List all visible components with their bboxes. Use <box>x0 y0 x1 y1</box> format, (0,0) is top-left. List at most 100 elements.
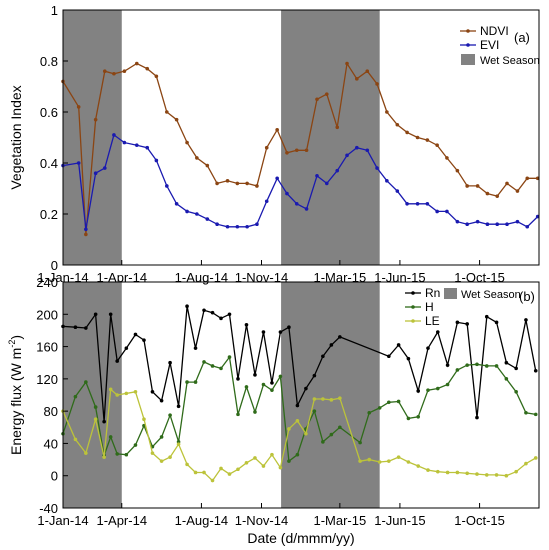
data-point-evi <box>84 227 88 232</box>
data-point-evi <box>195 212 199 216</box>
data-point-h <box>396 399 401 404</box>
data-point-ndvi <box>495 194 500 198</box>
data-point-ndvi <box>375 82 379 86</box>
data-point-le <box>465 471 469 476</box>
panel-label: (b) <box>519 289 535 304</box>
data-point-h <box>159 435 164 439</box>
data-point-evi <box>355 145 359 150</box>
data-point-evi <box>455 219 460 224</box>
data-point-evi <box>154 158 159 163</box>
data-point-rn <box>253 373 257 377</box>
data-point-h <box>278 374 283 379</box>
data-point-h <box>321 440 325 444</box>
legend-marker-ndvi <box>466 29 470 33</box>
data-point-ndvi <box>435 143 439 147</box>
data-point-le <box>514 469 518 474</box>
data-point-rn <box>304 386 308 391</box>
data-point-ndvi <box>385 110 389 114</box>
data-point-rn <box>406 356 411 361</box>
data-point-le <box>236 467 240 472</box>
data-point-h <box>406 416 411 421</box>
data-point-le <box>484 473 489 477</box>
data-point-le <box>435 469 440 474</box>
data-point-h <box>73 394 78 399</box>
data-point-le <box>396 455 401 459</box>
data-point-rn <box>193 346 198 350</box>
data-point-le <box>287 427 291 431</box>
data-point-ndvi <box>84 232 88 237</box>
data-point-h <box>108 435 113 439</box>
data-point-le <box>312 397 317 401</box>
data-point-evi <box>405 202 409 206</box>
data-point-evi <box>385 179 389 183</box>
x-tick-label: 1-Nov-14 <box>235 513 288 528</box>
wet-season-band <box>63 10 122 265</box>
data-point-le <box>219 466 223 471</box>
y-tick-label: 200 <box>36 307 58 322</box>
data-point-ndvi <box>515 189 520 193</box>
data-point-evi <box>102 166 107 170</box>
data-point-le <box>377 460 382 464</box>
y-axis-label: Vegetation Index <box>8 85 24 189</box>
data-point-h <box>124 452 129 457</box>
data-point-le <box>358 459 362 463</box>
data-point-h <box>295 452 300 457</box>
data-point-h <box>168 413 172 417</box>
data-point-h <box>287 459 291 463</box>
data-point-le <box>159 459 164 463</box>
series-lines <box>61 61 540 237</box>
legend-marker-le <box>411 319 415 323</box>
data-point-ndvi <box>315 97 319 102</box>
data-point-rn <box>387 354 391 359</box>
data-point-rn <box>396 343 401 347</box>
data-point-le <box>168 455 172 459</box>
wet-season-band <box>63 282 122 508</box>
legend-swatch-wet-season <box>461 54 475 65</box>
data-point-evi <box>315 173 319 178</box>
data-point-rn <box>494 320 499 325</box>
x-tick-label: 1-Mar-15 <box>313 270 366 285</box>
plot-frame <box>62 281 540 509</box>
data-point-le <box>261 464 266 468</box>
data-point-h <box>115 452 119 456</box>
data-point-rn <box>287 325 291 330</box>
data-point-evi <box>76 161 81 165</box>
data-point-h <box>219 366 223 371</box>
data-point-rn <box>168 360 172 365</box>
data-point-evi <box>225 224 230 229</box>
data-point-ndvi <box>415 135 420 140</box>
x-tick-label: 1-Oct-15 <box>454 513 505 528</box>
data-point-le <box>445 470 450 475</box>
data-point-h <box>227 355 232 359</box>
y-axis-ticks: -40 0 40 80 120 160 200 240 <box>36 275 68 516</box>
data-point-ndvi <box>475 184 480 188</box>
data-point-h <box>387 400 391 405</box>
data-point-le <box>115 393 119 397</box>
data-point-le <box>455 470 460 475</box>
data-point-rn <box>504 360 509 365</box>
data-point-rn <box>435 330 440 334</box>
data-point-h <box>514 389 518 394</box>
data-point-h <box>93 405 98 409</box>
data-point-evi <box>515 219 520 224</box>
data-point-le <box>73 437 78 442</box>
data-point-ndvi <box>285 151 289 155</box>
data-point-rn <box>455 320 460 325</box>
data-point-evi <box>185 209 189 214</box>
data-point-h <box>185 380 189 384</box>
data-point-ndvi <box>445 156 449 160</box>
data-point-ndvi <box>365 69 370 73</box>
data-point-h <box>193 380 198 384</box>
x-tick-label: 1-Jun-15 <box>374 270 425 285</box>
data-point-h <box>358 440 362 445</box>
data-point-rn <box>338 335 342 339</box>
data-point-ndvi <box>485 191 490 196</box>
data-point-evi <box>145 145 150 150</box>
data-point-rn <box>227 312 232 317</box>
data-point-rn <box>219 316 223 321</box>
data-point-evi <box>335 168 340 173</box>
data-point-le <box>278 465 283 470</box>
data-point-h <box>367 410 372 415</box>
x-tick-label: 1-Jan-14 <box>37 270 88 285</box>
